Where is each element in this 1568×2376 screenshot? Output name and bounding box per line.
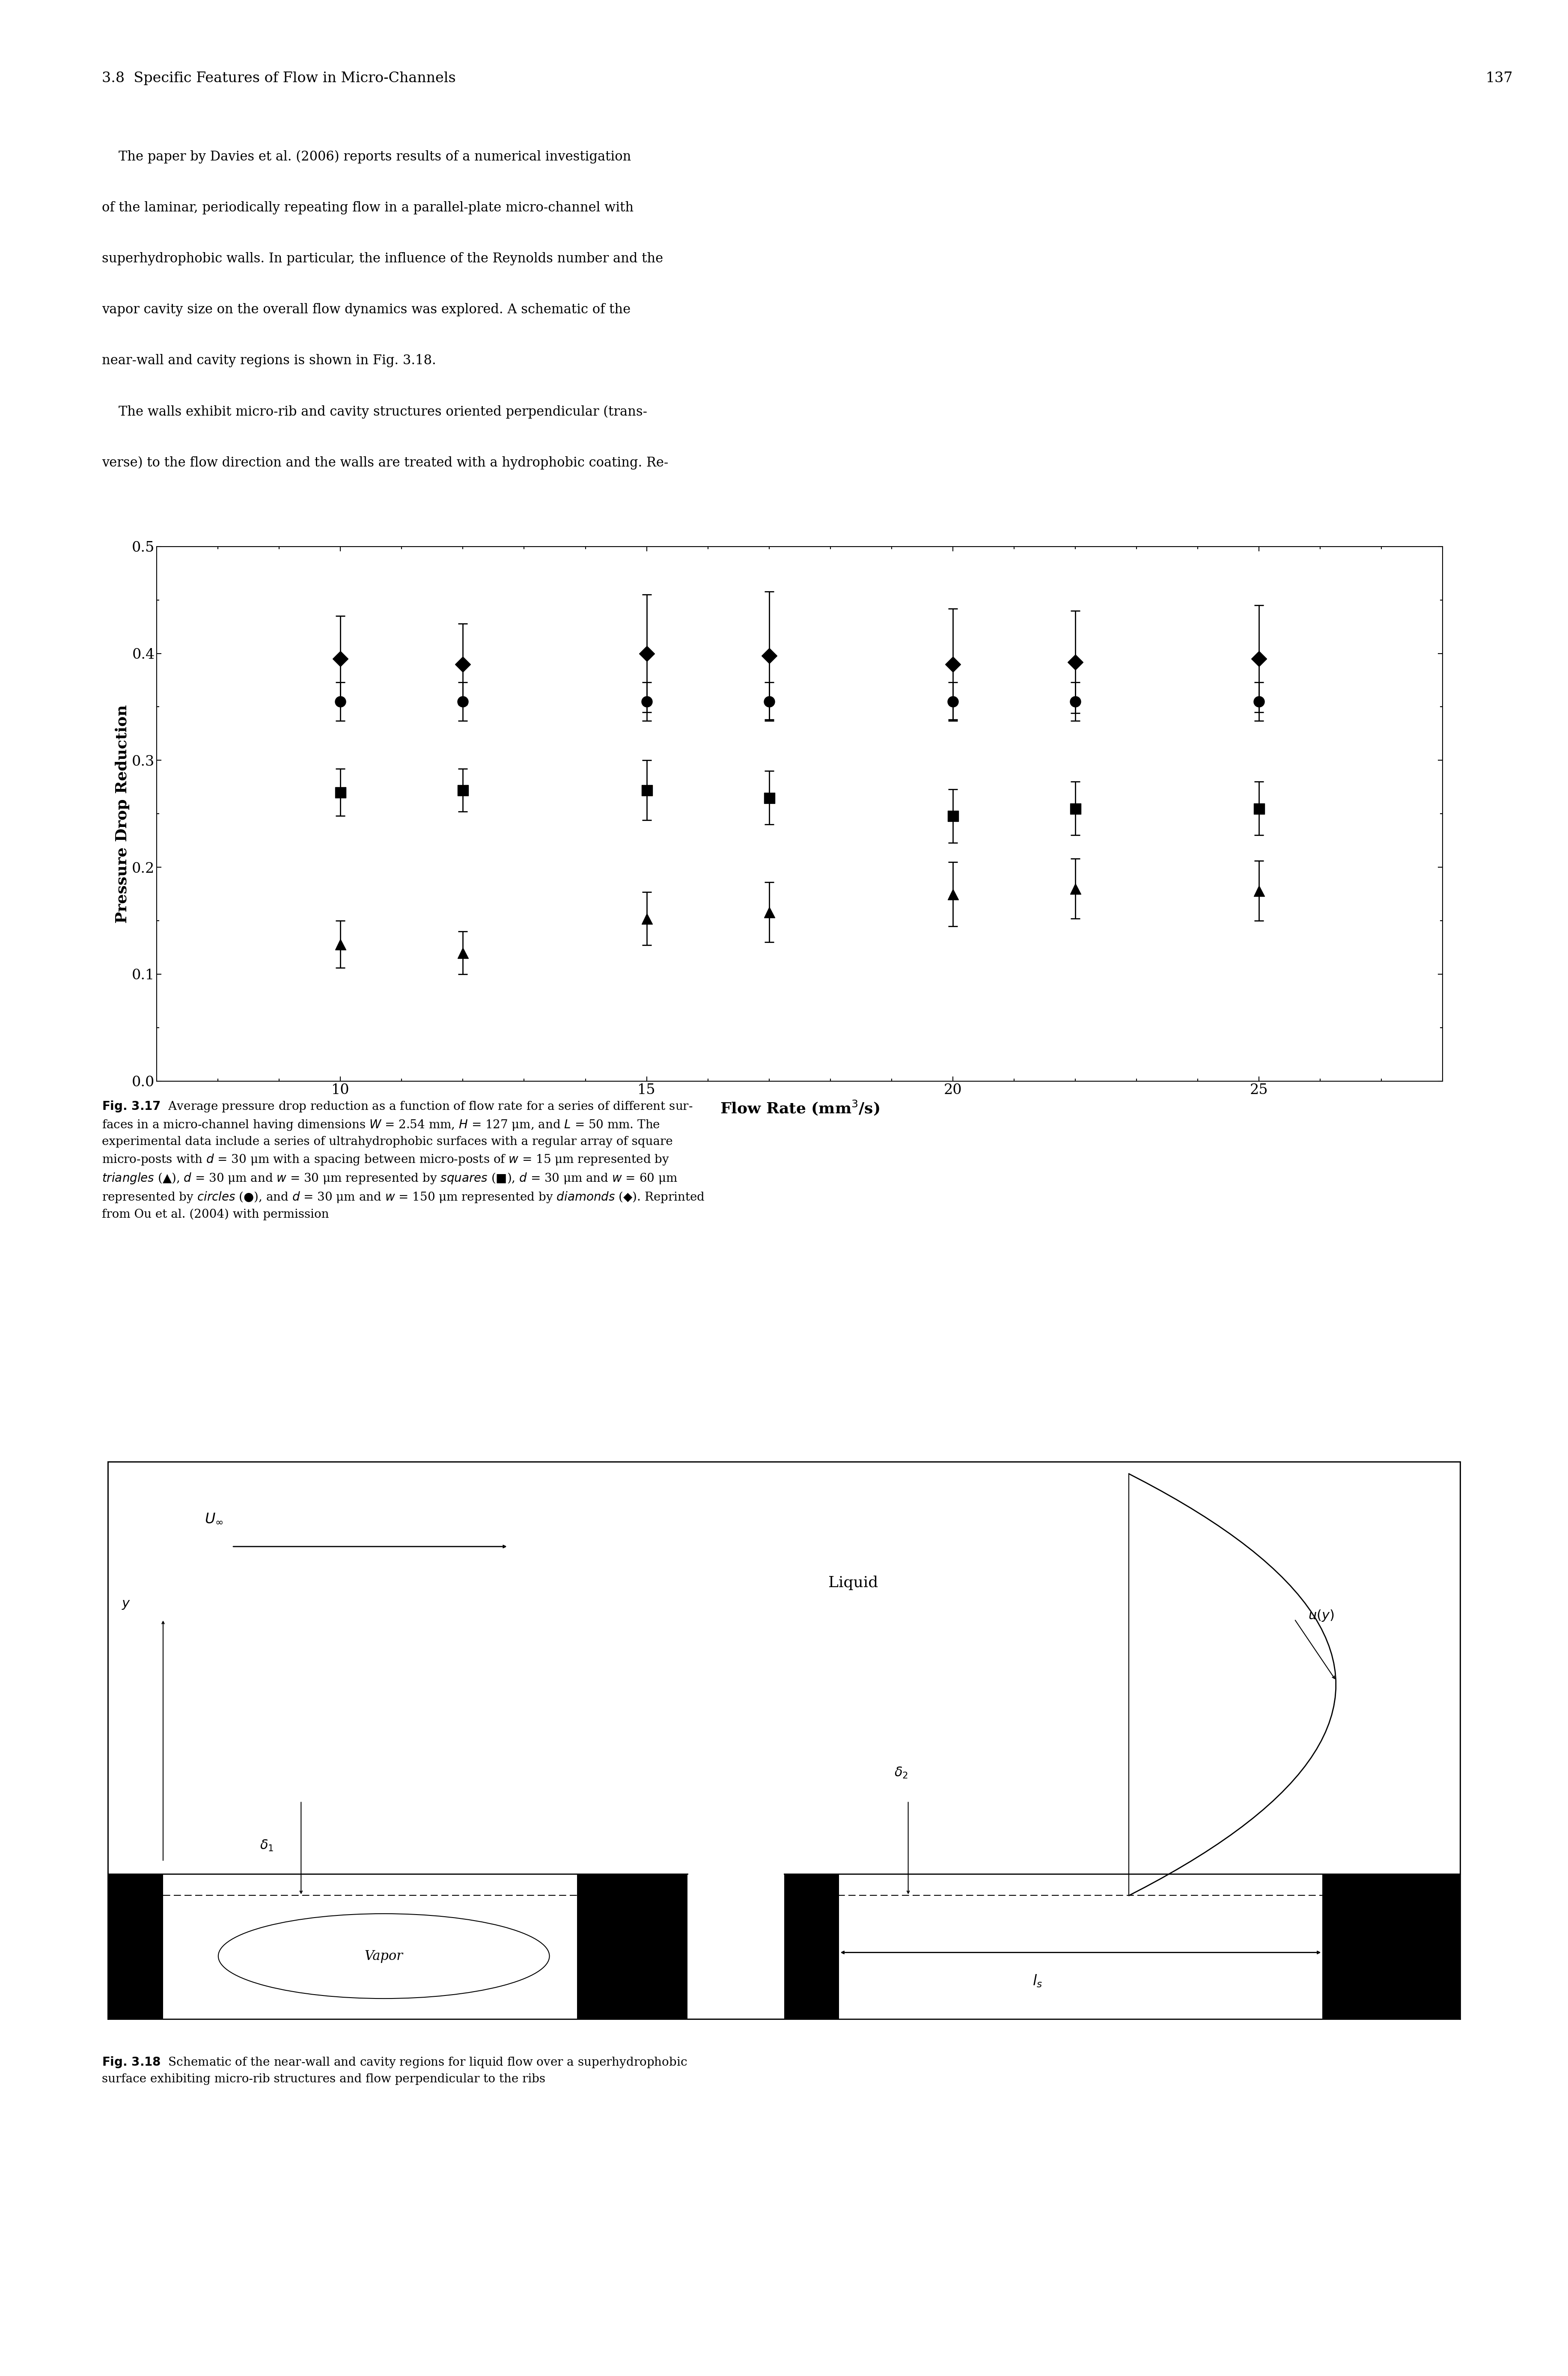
Bar [784,1875,839,2020]
Bar [784,1898,1460,2020]
Text: $U_\infty$: $U_\infty$ [204,1511,223,1525]
Bar [163,1898,577,2020]
Text: of the laminar, periodically repeating flow in a parallel-plate micro-channel wi: of the laminar, periodically repeating f… [102,202,633,214]
Text: $\bf{Fig.\,3.17}$  Average pressure drop reduction as a function of flow rate fo: $\bf{Fig.\,3.17}$ Average pressure drop … [102,1100,706,1221]
X-axis label: Flow Rate (mm$^3$/s): Flow Rate (mm$^3$/s) [720,1100,880,1117]
Text: 137: 137 [1486,71,1513,86]
Text: near-wall and cavity regions is shown in Fig. 3.18.: near-wall and cavity regions is shown in… [102,354,436,368]
Y-axis label: Pressure Drop Reduction: Pressure Drop Reduction [114,706,130,922]
Text: $l_s$: $l_s$ [1032,1972,1043,1989]
Bar [1322,1875,1460,2020]
Bar [108,1898,687,2020]
Text: $\delta_2$: $\delta_2$ [894,1765,908,1780]
Text: $u(y)$: $u(y)$ [1308,1609,1334,1623]
Bar [839,1898,1322,2020]
Text: verse) to the flow direction and the walls are treated with a hydrophobic coatin: verse) to the flow direction and the wal… [102,456,668,470]
Text: $\bf{Fig.\,3.18}$  Schematic of the near-wall and cavity regions for liquid flow: $\bf{Fig.\,3.18}$ Schematic of the near-… [102,2055,687,2086]
Text: superhydrophobic walls. In particular, the influence of the Reynolds number and : superhydrophobic walls. In particular, t… [102,252,663,266]
Text: The paper by Davies et al. (2006) reports results of a numerical investigation: The paper by Davies et al. (2006) report… [102,150,632,164]
Text: Liquid: Liquid [828,1575,878,1590]
Bar [577,1875,687,2020]
Text: 3.8  Specific Features of Flow in Micro-Channels: 3.8 Specific Features of Flow in Micro-C… [102,71,456,86]
Text: vapor cavity size on the overall flow dynamics was explored. A schematic of the: vapor cavity size on the overall flow dy… [102,304,630,316]
Text: $\delta_1$: $\delta_1$ [260,1839,273,1853]
Bar [108,1875,163,2020]
Ellipse shape [218,1913,549,1998]
Text: The walls exhibit micro-rib and cavity structures oriented perpendicular (trans-: The walls exhibit micro-rib and cavity s… [102,404,648,418]
Text: $y$: $y$ [122,1597,130,1611]
Text: Vapor: Vapor [365,1948,403,1963]
